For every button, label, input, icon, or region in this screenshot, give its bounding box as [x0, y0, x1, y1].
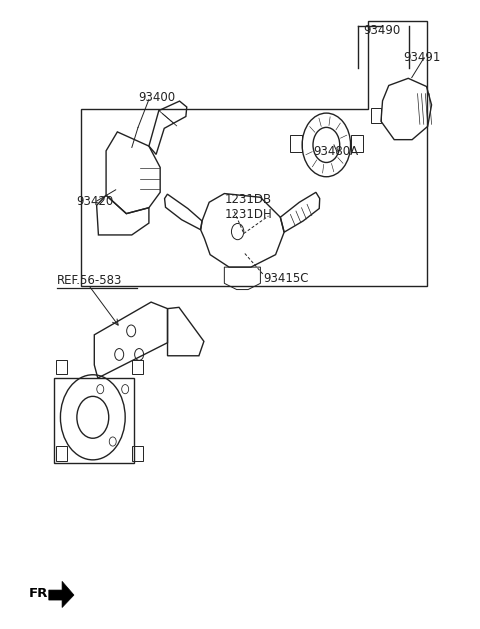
Bar — [132, 360, 143, 374]
Bar — [57, 360, 67, 374]
Bar — [132, 446, 143, 460]
Text: 93415C: 93415C — [263, 272, 308, 285]
Text: 93420: 93420 — [76, 194, 114, 208]
Bar — [57, 446, 67, 460]
Text: 93400: 93400 — [138, 91, 175, 104]
Text: 1231DB
1231DH: 1231DB 1231DH — [225, 193, 273, 221]
Text: FR.: FR. — [29, 587, 54, 600]
Text: 93490: 93490 — [363, 25, 401, 37]
Text: 93491: 93491 — [404, 51, 441, 64]
Text: 93480A: 93480A — [313, 145, 359, 158]
Polygon shape — [49, 581, 74, 608]
Text: REF.56-583: REF.56-583 — [57, 274, 123, 287]
